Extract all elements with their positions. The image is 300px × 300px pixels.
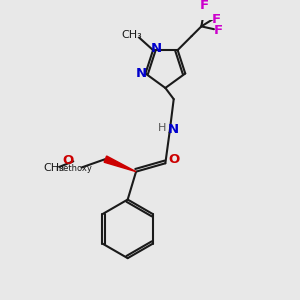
Text: O: O — [62, 154, 73, 167]
Text: methoxy: methoxy — [55, 164, 92, 173]
Polygon shape — [104, 156, 136, 172]
Text: N: N — [136, 67, 147, 80]
Text: F: F — [212, 13, 221, 26]
Text: H: H — [158, 123, 167, 133]
Text: F: F — [200, 0, 209, 12]
Text: F: F — [214, 24, 223, 37]
Text: CH₃: CH₃ — [122, 30, 142, 40]
Text: CH₃: CH₃ — [44, 163, 64, 173]
Text: O: O — [168, 153, 179, 166]
Text: N: N — [150, 42, 161, 55]
Text: N: N — [168, 123, 179, 136]
